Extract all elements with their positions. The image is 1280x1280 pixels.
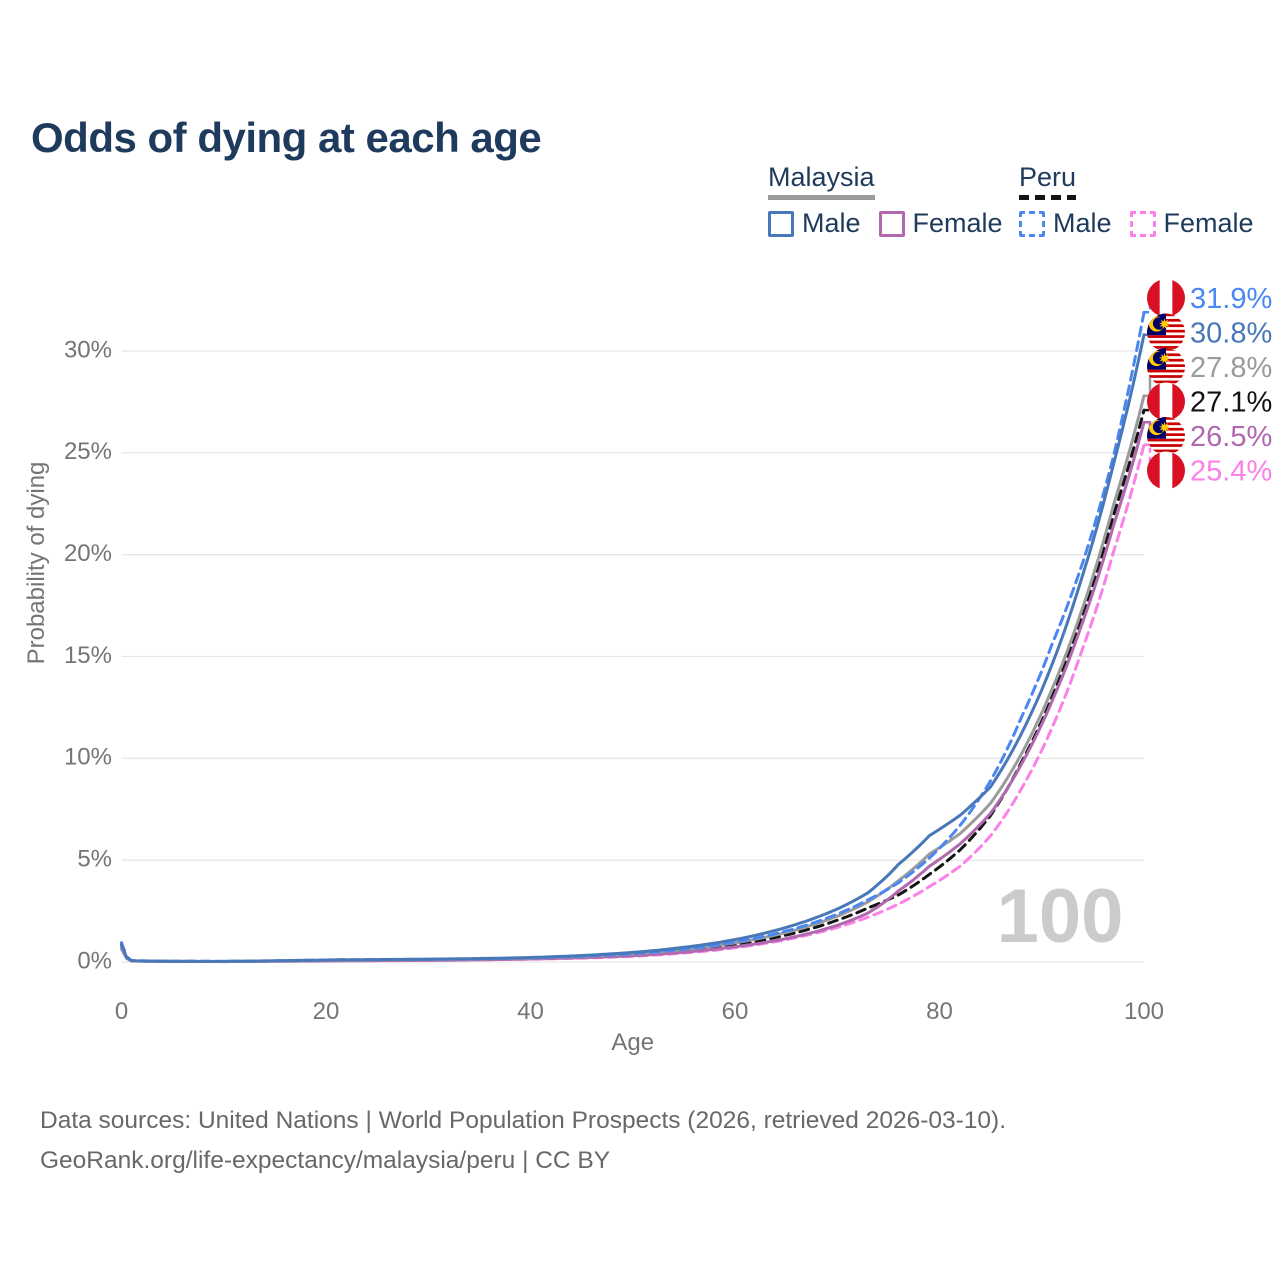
series-line-peru-male xyxy=(120,310,1146,963)
footer: Data sources: United Nations | World Pop… xyxy=(40,1101,1006,1181)
malaysia-solid-line-sample xyxy=(768,195,875,200)
series-line-peru-all xyxy=(120,408,1146,963)
series-line-malaysia-male xyxy=(120,333,1146,963)
page-title: Odds of dying at each age xyxy=(31,114,542,162)
footer-data-sources: Data sources: United Nations | World Pop… xyxy=(40,1107,1007,1134)
y-tick-label: 25% xyxy=(64,438,112,465)
legend-group-peru: Peru Male Female xyxy=(1019,162,1254,239)
end-label-value-peru-male: 31.9% xyxy=(1190,283,1272,315)
malaysia-flag-icon xyxy=(1147,348,1185,386)
end-label-value-peru-all: 27.1% xyxy=(1190,387,1272,419)
peru-flag-icon xyxy=(1147,279,1185,317)
y-tick-label: 10% xyxy=(64,744,112,771)
legend-item-peru-male[interactable]: Male xyxy=(1019,208,1112,239)
malaysia-flag-icon xyxy=(1147,417,1185,455)
y-tick-label: 15% xyxy=(64,642,112,669)
x-tick-label: 0 xyxy=(115,998,128,1025)
y-tick-label: 5% xyxy=(77,846,112,873)
x-tick-label: 100 xyxy=(1124,998,1164,1025)
age-watermark: 100 xyxy=(997,874,1124,959)
legend-group-malaysia: Malaysia Male Female xyxy=(768,162,1003,239)
legend-item-malaysia-female[interactable]: Female xyxy=(878,208,1003,239)
series-line-peru-female xyxy=(120,443,1146,963)
series-line-malaysia-all xyxy=(120,394,1146,963)
legend-country-peru[interactable]: Peru xyxy=(1019,162,1077,200)
peru-male-swatch-icon xyxy=(1019,210,1045,237)
end-label-value-malaysia-all: 27.8% xyxy=(1190,352,1272,384)
series-line-malaysia-female xyxy=(120,420,1146,964)
y-axis-title: Probability of dying xyxy=(23,462,50,665)
peru-flag-icon xyxy=(1147,451,1185,490)
end-label-value-malaysia-female: 26.5% xyxy=(1190,421,1272,453)
y-tick-label: 30% xyxy=(64,336,112,363)
end-label-value-malaysia-male: 30.8% xyxy=(1190,318,1272,350)
legend-country-malaysia[interactable]: Malaysia xyxy=(768,162,875,200)
legend-item-peru-female[interactable]: Female xyxy=(1129,208,1254,239)
malaysia-flag-icon xyxy=(1147,313,1185,352)
malaysia-male-swatch-icon xyxy=(768,210,794,237)
legend-item-malaysia-male[interactable]: Male xyxy=(768,208,861,239)
peru-flag-icon xyxy=(1147,382,1185,421)
x-tick-label: 40 xyxy=(517,998,544,1025)
y-tick-label: 20% xyxy=(64,540,112,567)
x-tick-label: 20 xyxy=(313,998,340,1025)
x-tick-label: 80 xyxy=(926,998,953,1025)
malaysia-female-swatch-icon xyxy=(878,210,905,237)
x-axis-title: Age xyxy=(611,1029,654,1056)
x-tick-label: 60 xyxy=(722,998,749,1025)
footer-attribution-link: GeoRank.org/life-expectancy/malaysia/per… xyxy=(40,1147,611,1174)
y-tick-label: 0% xyxy=(77,947,112,974)
peru-female-swatch-icon xyxy=(1129,210,1156,237)
end-label-value-peru-female: 25.4% xyxy=(1190,456,1272,488)
peru-dashed-line-sample xyxy=(1019,195,1077,200)
